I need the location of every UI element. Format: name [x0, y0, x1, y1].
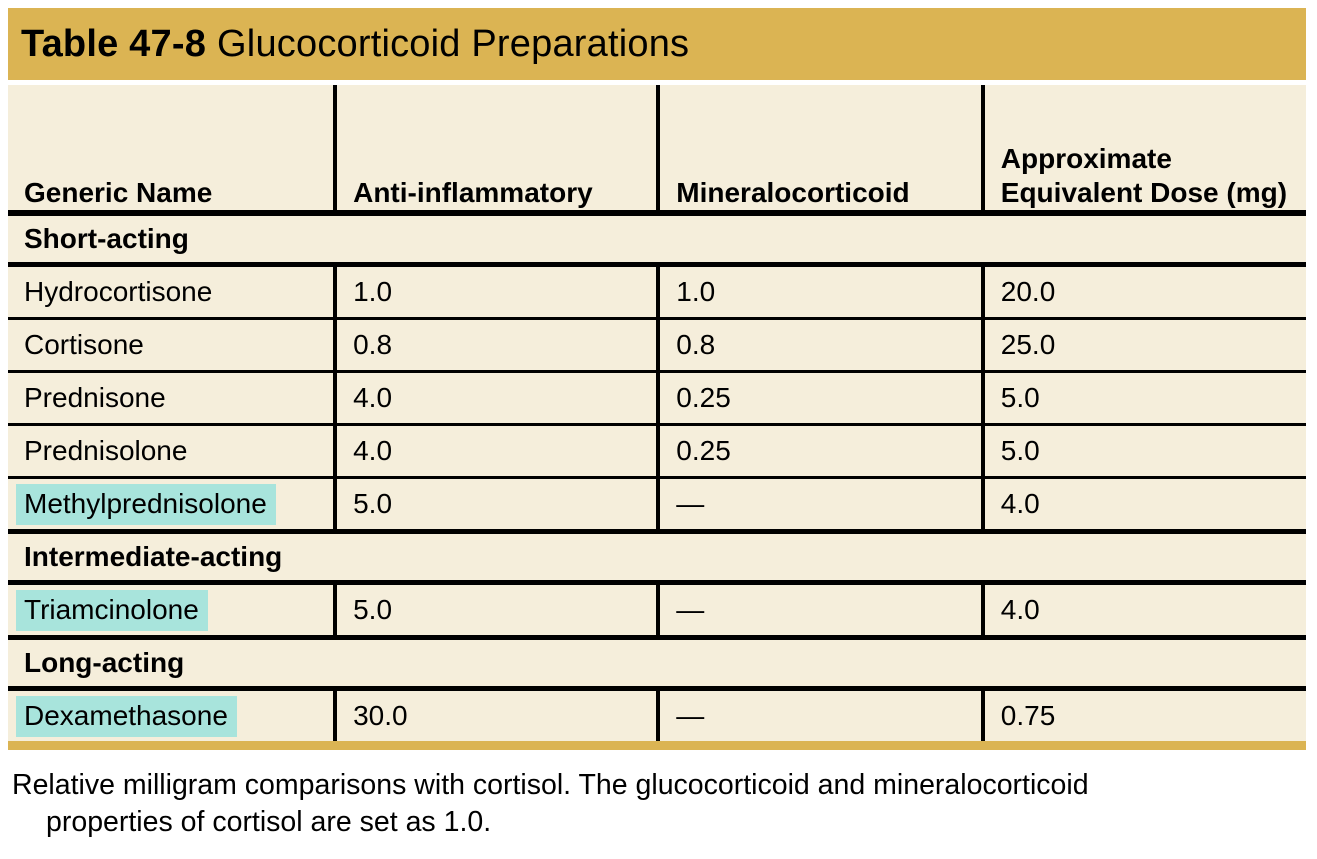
anti-inflammatory-cell: 5.0	[333, 581, 659, 638]
drug-name: Cortisone	[24, 329, 144, 360]
section-header-long-acting: Long-acting	[8, 635, 1306, 691]
column-header-equivalent-dose: Approximate Equivalent Dose (mg)	[980, 85, 1306, 216]
table-row-dexamethasone: Dexamethasone 30.0 — 0.75	[8, 687, 1306, 750]
anti-inflammatory-cell: 4.0	[333, 423, 659, 478]
table-title-bar: Table 47-8 Glucocorticoid Preparations	[8, 8, 1306, 80]
section-header-short-acting: Short-acting	[8, 210, 1306, 267]
section-header-label: Short-acting	[8, 210, 1306, 267]
equivalent-dose-cell: 5.0	[980, 423, 1306, 478]
section-header-intermediate-acting: Intermediate-acting	[8, 529, 1306, 585]
equivalent-dose-cell: 5.0	[980, 370, 1306, 425]
anti-inflammatory-cell: 30.0	[333, 687, 659, 750]
mineralocorticoid-cell: —	[656, 687, 983, 750]
table-title: Glucocorticoid Preparations	[217, 22, 690, 65]
mineralocorticoid-cell: 0.25	[656, 423, 983, 478]
generic-name-cell: Dexamethasone	[8, 687, 336, 750]
equivalent-dose-cell: 20.0	[980, 263, 1306, 319]
mineralocorticoid-cell: —	[656, 581, 983, 638]
mineralocorticoid-cell: —	[656, 476, 983, 532]
equivalent-dose-cell: 25.0	[980, 317, 1306, 372]
table-row-cortisone: Cortisone 0.8 0.8 25.0	[8, 317, 1306, 372]
generic-name-cell: Triamcinolone	[8, 581, 336, 638]
mineralocorticoid-cell: 0.8	[656, 317, 983, 372]
column-header-mineralocorticoid: Mineralocorticoid	[656, 85, 983, 216]
section-header-label: Intermediate-acting	[8, 529, 1306, 585]
anti-inflammatory-cell: 5.0	[333, 476, 659, 532]
equivalent-dose-cell: 4.0	[980, 581, 1306, 638]
generic-name-cell: Prednisolone	[8, 423, 336, 478]
generic-name-cell: Prednisone	[8, 370, 336, 425]
drug-name-highlighted: Methylprednisolone	[16, 483, 276, 525]
mineralocorticoid-cell: 0.25	[656, 370, 983, 425]
table-row-hydrocortisone: Hydrocortisone 1.0 1.0 20.0	[8, 263, 1306, 319]
table-row-triamcinolone: Triamcinolone 5.0 — 4.0	[8, 581, 1306, 638]
column-header-row: Generic Name Anti-inflammatory Mineraloc…	[8, 85, 1306, 216]
generic-name-cell: Cortisone	[8, 317, 336, 372]
anti-inflammatory-cell: 4.0	[333, 370, 659, 425]
section-header-label: Long-acting	[8, 635, 1306, 691]
anti-inflammatory-cell: 1.0	[333, 263, 659, 319]
generic-name-cell: Hydrocortisone	[8, 263, 336, 319]
column-header-anti-inflammatory: Anti-inflammatory	[333, 85, 659, 216]
drug-name-highlighted: Dexamethasone	[16, 695, 237, 737]
glucocorticoid-preparations-table: Generic Name Anti-inflammatory Mineraloc…	[8, 85, 1306, 750]
drug-name-highlighted: Triamcinolone	[16, 589, 208, 631]
mineralocorticoid-cell: 1.0	[656, 263, 983, 319]
table-row-methylprednisolone: Methylprednisolone 5.0 — 4.0	[8, 476, 1306, 532]
drug-name: Hydrocortisone	[24, 276, 213, 307]
anti-inflammatory-cell: 0.8	[333, 317, 659, 372]
column-header-generic-name: Generic Name	[8, 85, 336, 216]
generic-name-cell: Methylprednisolone	[8, 476, 336, 532]
drug-name: Prednisone	[24, 382, 166, 413]
drug-name: Prednisolone	[24, 435, 188, 466]
table-number: Table 47-8	[21, 22, 207, 65]
table-footnote: Relative milligram comparisons with cort…	[12, 769, 1089, 838]
equivalent-dose-cell: 0.75	[980, 687, 1306, 750]
table-figure: Table 47-8 Glucocorticoid Preparations G…	[8, 8, 1306, 841]
table-row-prednisolone: Prednisolone 4.0 0.25 5.0	[8, 423, 1306, 478]
table-row-prednisone: Prednisone 4.0 0.25 5.0	[8, 370, 1306, 425]
equivalent-dose-cell: 4.0	[980, 476, 1306, 532]
